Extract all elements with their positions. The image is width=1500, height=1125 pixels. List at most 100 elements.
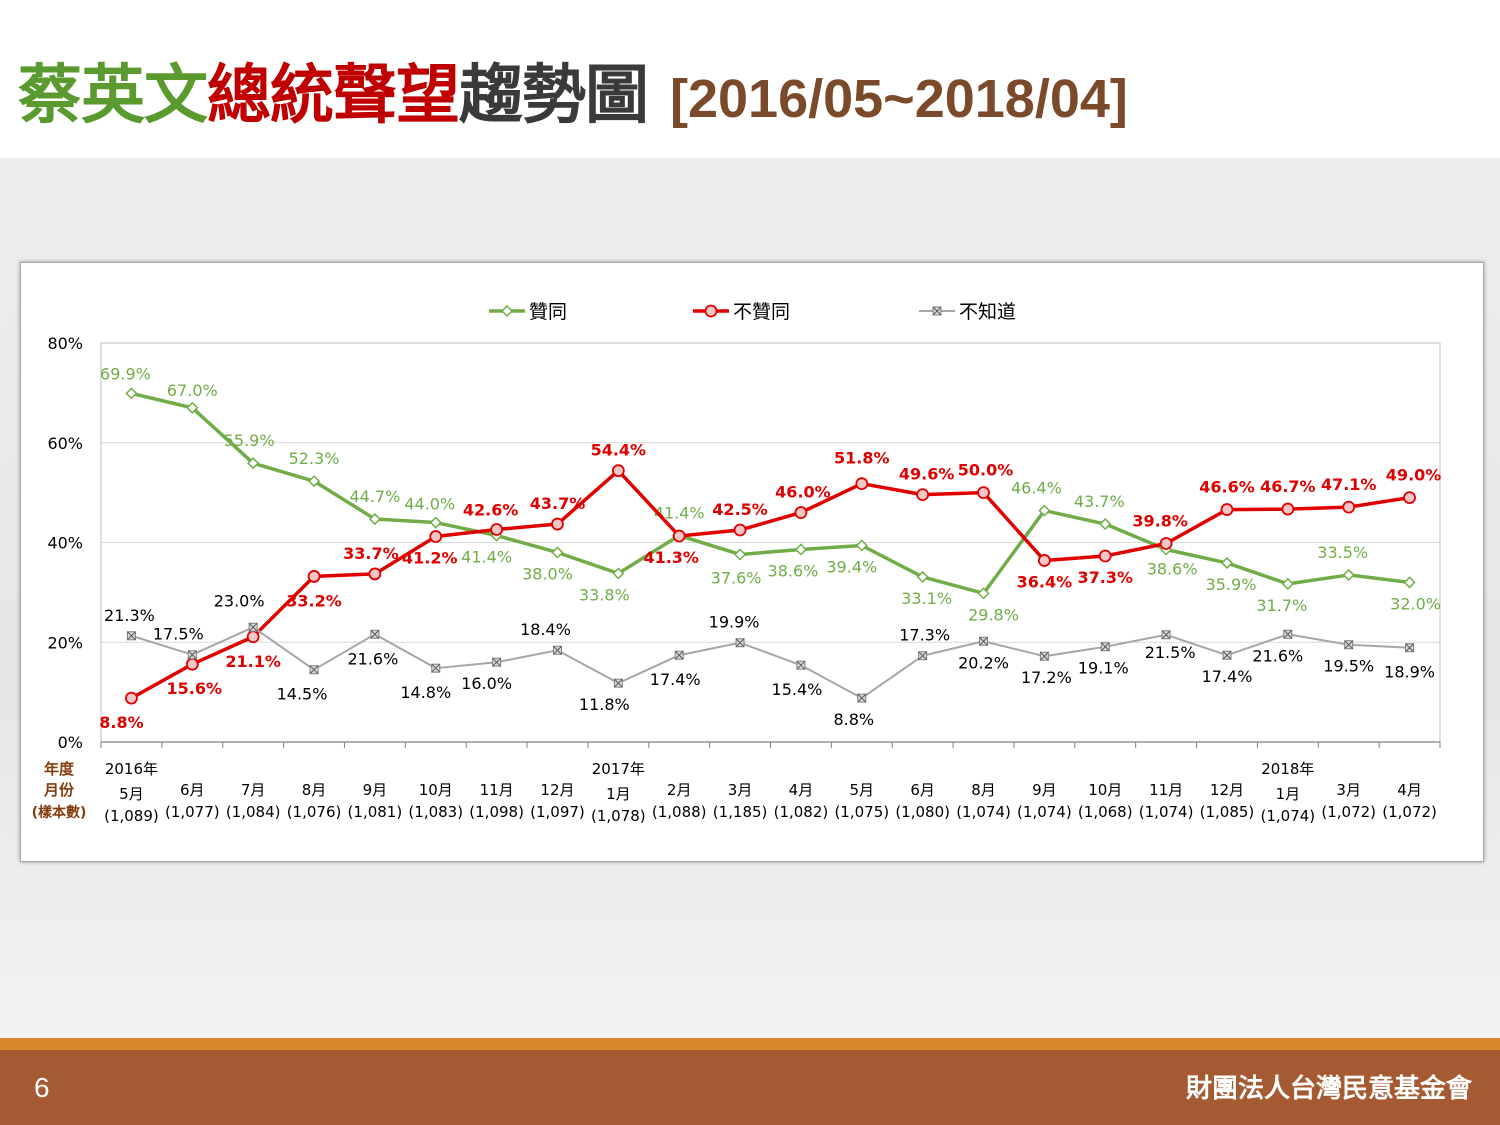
data-label: 69.9% — [100, 364, 151, 383]
title-subject: 總統聲望 — [207, 59, 460, 133]
data-point-marker — [612, 567, 625, 580]
x-sample-size-label: (1,074) — [1261, 807, 1316, 825]
x-month-label: 10月 — [1088, 781, 1122, 799]
y-tick-label: 0% — [58, 733, 83, 752]
data-point-marker — [186, 401, 199, 414]
data-point-marker — [429, 530, 443, 543]
data-point-marker — [1038, 504, 1051, 517]
data-point-marker — [1342, 500, 1356, 514]
data-label: 21.1% — [225, 652, 281, 671]
data-label: 15.4% — [772, 680, 823, 699]
data-point-marker-cross — [492, 657, 501, 667]
data-label: 51.8% — [834, 449, 890, 468]
x-month-label: 2月 — [667, 781, 692, 799]
data-point-marker — [1403, 576, 1416, 589]
data-point-marker — [855, 539, 868, 552]
data-label: 43.7% — [1074, 492, 1125, 511]
data-label: 39.8% — [1132, 511, 1188, 530]
data-point-marker-cross — [613, 678, 623, 688]
data-point-marker-cross — [1040, 651, 1049, 661]
series-line — [130, 468, 1410, 700]
data-label: 54.4% — [591, 441, 647, 460]
data-point-marker-cross — [918, 651, 928, 661]
data-point-marker — [794, 543, 807, 556]
data-label: 11.8% — [579, 695, 630, 714]
series-line — [131, 626, 1410, 700]
data-point-marker — [246, 630, 260, 644]
data-label: 33.8% — [579, 585, 630, 604]
data-label: 44.0% — [404, 495, 455, 514]
data-label: 46.4% — [1011, 479, 1062, 498]
data-point-marker — [125, 387, 138, 400]
data-point-marker — [1159, 537, 1173, 550]
data-label: 52.3% — [289, 449, 340, 468]
data-point-marker-cross — [431, 663, 441, 673]
data-label: 33.1% — [901, 589, 952, 608]
row-label-sample: (樣本數) — [32, 804, 87, 821]
data-label: 29.8% — [968, 605, 1019, 624]
data-label: 38.6% — [768, 561, 819, 580]
data-label: 37.3% — [1077, 568, 1133, 587]
x-month-label: 4月 — [1397, 781, 1422, 799]
x-month-label: 9月 — [363, 781, 388, 799]
row-label-year: 年度 — [44, 760, 75, 778]
y-tick-label: 60% — [47, 434, 83, 453]
data-label: 17.4% — [650, 670, 701, 689]
data-label: 19.5% — [1323, 657, 1374, 676]
x-sample-size-label: (1,078) — [591, 807, 646, 825]
data-point-marker — [977, 486, 990, 500]
x-month-label: 7月 — [241, 781, 266, 799]
data-label: 35.9% — [1206, 575, 1257, 594]
footer-bar: 6 財團法人台灣民意基金會 — [0, 1050, 1500, 1125]
x-month-label: 5月 — [850, 781, 875, 799]
x-year-label: 2016年 — [105, 760, 158, 778]
data-point-marker-cross — [735, 638, 745, 648]
data-label: 47.1% — [1321, 475, 1377, 494]
data-label: 17.5% — [153, 625, 204, 644]
approval-trend-chart: 0% 20% 40% 60% 80% 2016年 5月 (1,089) 6月 (1,077) 7月 (… — [32, 301, 1442, 825]
data-point-marker — [1281, 502, 1295, 516]
x-year-label: 2018年 — [1261, 760, 1314, 778]
data-point-marker — [1220, 503, 1234, 516]
x-sample-size-label: (1,074) — [956, 803, 1011, 821]
data-label: 21.5% — [1145, 643, 1196, 662]
data-point-marker-cross — [187, 650, 197, 660]
legend-label: 贊同 — [529, 301, 567, 323]
data-label: 49.0% — [1386, 466, 1442, 485]
data-point-marker-cross — [553, 645, 562, 655]
data-label: 41.2% — [402, 549, 458, 568]
data-point-marker — [551, 546, 564, 559]
page-title: 蔡英文總統聲望趨勢圖 [2016/05~2018/04] — [18, 44, 1128, 136]
x-month-label: 6月 — [180, 781, 205, 799]
x-sample-size-label: (1,089) — [104, 807, 159, 825]
legend-label: 不知道 — [959, 301, 1016, 323]
x-month-label: 12月 — [1210, 781, 1244, 799]
x-month-label: 5月 — [119, 785, 144, 803]
data-label: 20.2% — [958, 653, 1009, 672]
x-month-label: 8月 — [971, 781, 996, 799]
data-label: 19.1% — [1078, 659, 1129, 678]
data-point-marker — [185, 657, 199, 671]
data-label: 42.5% — [712, 500, 768, 519]
legend-label: 不贊同 — [733, 301, 790, 323]
data-point-marker — [855, 477, 869, 491]
x-sample-size-label: (1,082) — [774, 803, 829, 821]
data-label: 46.0% — [775, 483, 831, 502]
data-label: 21.3% — [104, 606, 155, 625]
x-sample-size-label: (1,097) — [530, 803, 585, 821]
data-label: 15.6% — [167, 679, 223, 698]
data-label: 41.4% — [461, 548, 512, 567]
x-sample-size-label: (1,098) — [469, 803, 524, 821]
data-label: 17.3% — [899, 626, 950, 645]
x-sample-size-label: (1,072) — [1321, 803, 1376, 821]
data-label: 23.0% — [214, 591, 265, 610]
data-label: 32.0% — [1390, 594, 1441, 613]
x-month-label: 1月 — [1276, 785, 1301, 803]
data-point-marker-cross — [1161, 630, 1171, 640]
x-month-label: 1月 — [606, 785, 631, 803]
data-label: 18.4% — [520, 620, 571, 639]
data-point-marker-cross — [1283, 629, 1293, 639]
x-month-label: 4月 — [789, 781, 814, 799]
x-sample-size-label: (1,185) — [713, 803, 768, 821]
chart-frame: 0% 20% 40% 60% 80% 2016年 5月 (1,089) 6月 (1,077) 7月 (… — [20, 262, 1484, 862]
